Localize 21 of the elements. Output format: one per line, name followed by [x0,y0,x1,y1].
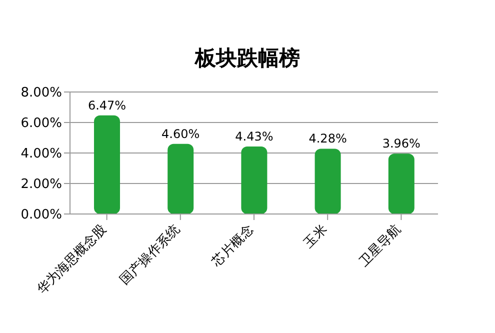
x-tick-label: 华为海思概念股 [34,222,110,298]
bar [314,148,341,214]
y-tick-label: 8.00% [20,86,62,101]
bar [168,144,194,214]
y-tick-label: 0.00% [20,208,62,223]
x-tick-label: 芯片概念 [208,222,257,270]
bar [241,146,268,214]
data-label: 6.47% [88,98,126,112]
bar [94,115,120,214]
bar [388,154,414,214]
x-tick-label: 玉米 [301,222,330,252]
data-label: 4.60% [162,126,200,141]
x-tick-label: 国产操作系统 [117,222,184,288]
chart-title: 板块跌幅榜 [194,45,301,72]
x-tick-label: 卫星导航 [356,222,404,270]
y-tick-label: 2.00% [20,177,62,192]
y-tick-label: 4.00% [20,146,62,162]
data-label: 4.28% [308,132,347,146]
y-tick-label: 6.00% [20,116,62,132]
data-label: 3.96% [382,136,420,151]
data-label: 4.43% [235,129,274,144]
